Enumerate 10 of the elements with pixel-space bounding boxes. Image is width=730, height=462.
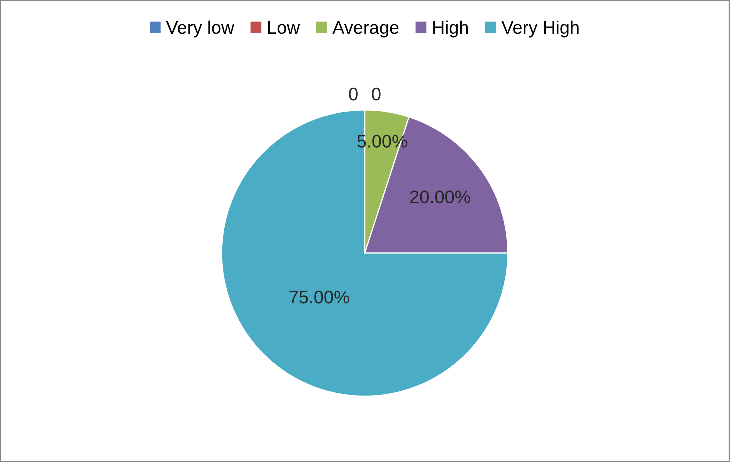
- legend-label: Very High: [502, 20, 579, 38]
- legend-label: Low: [268, 22, 300, 34]
- pie-slice: [221, 110, 509, 398]
- legend-label: Average: [332, 22, 399, 38]
- data-label: 20.00%: [410, 190, 470, 204]
- text: 0: [372, 88, 381, 101]
- data-label: 75.00%: [290, 290, 350, 304]
- text: 0: [349, 88, 358, 101]
- legend-label: Very low: [166, 20, 235, 38]
- legend-label: High: [434, 20, 468, 38]
